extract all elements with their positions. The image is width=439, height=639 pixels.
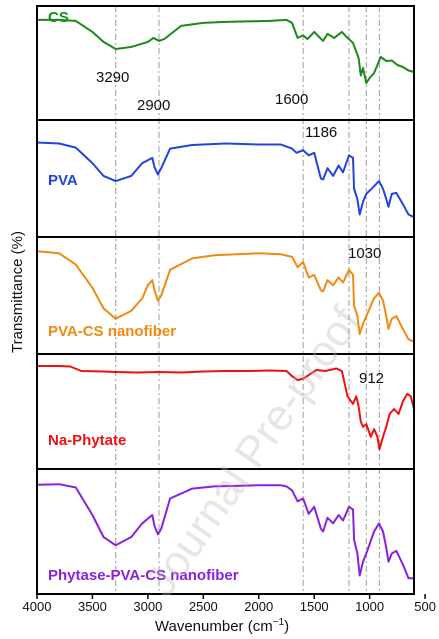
series-name-labels: CS PVA PVA-CS nanofiber Na-Phytate Phytase-P…	[48, 9, 239, 584]
series-line-0	[37, 18, 415, 85]
peak-label-912: 912	[359, 370, 384, 387]
x-tick-label-1500: 1500	[300, 599, 329, 614]
peak-label-1186: 1186	[305, 124, 337, 141]
x-tick-label-3500: 3500	[78, 599, 107, 614]
x-tick-label-2500: 2500	[189, 599, 218, 614]
x-tick-label-4000: 4000	[23, 599, 52, 614]
series-name-1: PVA	[48, 172, 78, 189]
x-tick-label-3000: 3000	[133, 599, 162, 614]
series-line-2	[36, 250, 415, 343]
series-line-4	[36, 483, 414, 580]
peak-guide-lines	[115, 6, 380, 594]
series-name-3: Na-Phytate	[48, 432, 126, 449]
series-name-4: Phytase-PVA-CS nanofiber	[48, 567, 239, 584]
peak-labels: 3290 2900 1600 1186 1030 912	[96, 69, 384, 387]
x-tick-label-1000: 1000	[355, 599, 384, 614]
peak-label-1600: 1600	[275, 91, 308, 108]
plot-frame	[36, 5, 415, 595]
y-axis-label: Transmittance (%)	[9, 231, 26, 353]
series-name-0: CS	[48, 9, 69, 26]
x-tick-label-500: 500	[414, 599, 436, 614]
series-line-1	[36, 141, 415, 219]
series-name-2: PVA-CS nanofiber	[48, 323, 176, 340]
series-line-3	[37, 365, 415, 451]
peak-label-2900: 2900	[137, 97, 170, 114]
x-axis-label: Wavenumber (cm−1)	[155, 617, 289, 635]
peak-label-3290: 3290	[96, 69, 129, 86]
x-axis-ticks: 4000 3500 3000 2500 2000 1500 1000 500	[23, 594, 436, 614]
peak-label-1030: 1030	[348, 245, 381, 262]
panel-frames	[36, 5, 415, 595]
x-tick-label-2000: 2000	[244, 599, 273, 614]
watermark-text: Journal Pre-proof	[136, 298, 372, 605]
series-lines	[36, 18, 415, 580]
